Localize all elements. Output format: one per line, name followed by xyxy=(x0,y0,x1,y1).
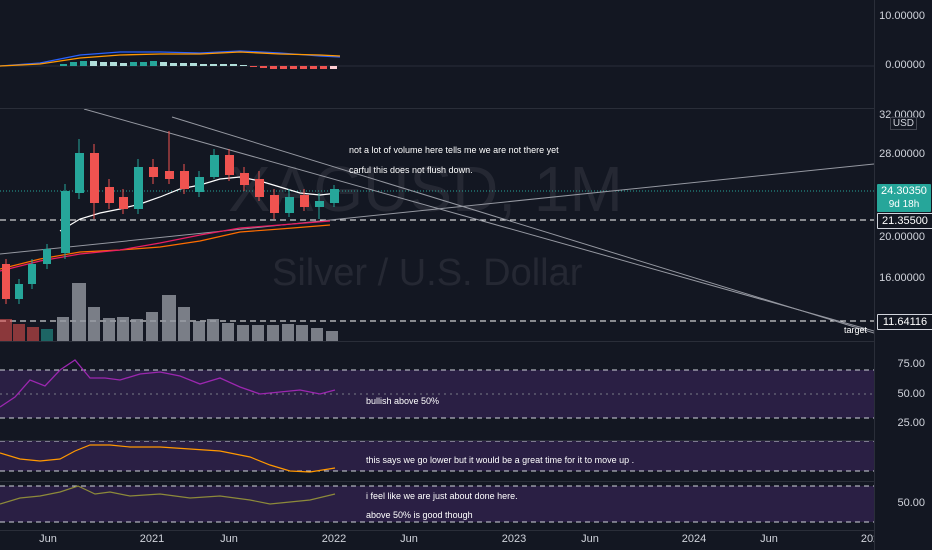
rsi-tick: 25.00 xyxy=(897,417,925,429)
time-label: 2022 xyxy=(321,533,347,545)
price-tick: 28.00000 xyxy=(879,148,925,160)
pane-separator[interactable] xyxy=(0,481,932,482)
time-label: 2024 xyxy=(681,533,707,545)
annotation-target[interactable]: target xyxy=(844,325,868,335)
rsi-tick: 75.00 xyxy=(897,358,925,370)
macd-histogram xyxy=(60,61,337,69)
price-pane[interactable] xyxy=(0,109,874,341)
rsi-tick: 50.00 xyxy=(897,388,925,400)
price-tick: 16.00000 xyxy=(879,272,925,284)
rsi-pane[interactable] xyxy=(0,342,874,440)
target-price-tag: 11.64116 xyxy=(877,314,932,330)
last-price-value: 24.30350 xyxy=(881,185,927,197)
annotation-volume[interactable]: not a lot of volume here tells me we are… xyxy=(349,145,559,155)
time-label: Jun xyxy=(760,533,778,545)
time-label: Jun xyxy=(220,533,238,545)
time-label: 2021 xyxy=(139,533,165,545)
candlesticks xyxy=(2,131,339,304)
currency-label: USD xyxy=(889,117,917,130)
time-label: 2023 xyxy=(501,533,527,545)
pane-separator[interactable] xyxy=(0,108,932,109)
last-price-tag: 24.30350 9d 18h xyxy=(877,184,931,212)
time-label: Jun xyxy=(581,533,599,545)
time-label: Jun xyxy=(400,533,418,545)
level-price-tag: 21.35500 xyxy=(877,213,932,229)
macd-pane[interactable] xyxy=(0,0,874,108)
annotation-flush[interactable]: carful this does not flush down. xyxy=(349,165,473,175)
osc-pane[interactable] xyxy=(0,482,874,530)
annotation-stoch[interactable]: this says we go lower but it would be a … xyxy=(366,455,635,465)
volume-bars xyxy=(0,283,338,341)
price-axis[interactable]: 10.00000 0.00000 32.00000 USD 28.00000 2… xyxy=(874,0,932,550)
osc-tick: 50.00 xyxy=(897,497,925,509)
pane-separator[interactable] xyxy=(0,341,932,342)
countdown-value: 9d 18h xyxy=(888,199,920,210)
symbol-description-watermark: Silver / U.S. Dollar xyxy=(272,252,583,294)
annotation-osc-1[interactable]: i feel like we are just about done here. xyxy=(366,491,518,501)
stoch-pane[interactable] xyxy=(0,441,874,481)
annotation-rsi[interactable]: bullish above 50% xyxy=(366,396,440,406)
macd-tick: 0.00000 xyxy=(885,59,925,71)
time-axis-separator xyxy=(0,530,932,531)
pane-separator[interactable] xyxy=(0,440,932,441)
time-label: Jun xyxy=(39,533,57,545)
price-tick: 20.00000 xyxy=(879,231,925,243)
annotation-osc-2[interactable]: above 50% is good though xyxy=(366,510,473,520)
macd-tick: 10.00000 xyxy=(879,10,925,22)
